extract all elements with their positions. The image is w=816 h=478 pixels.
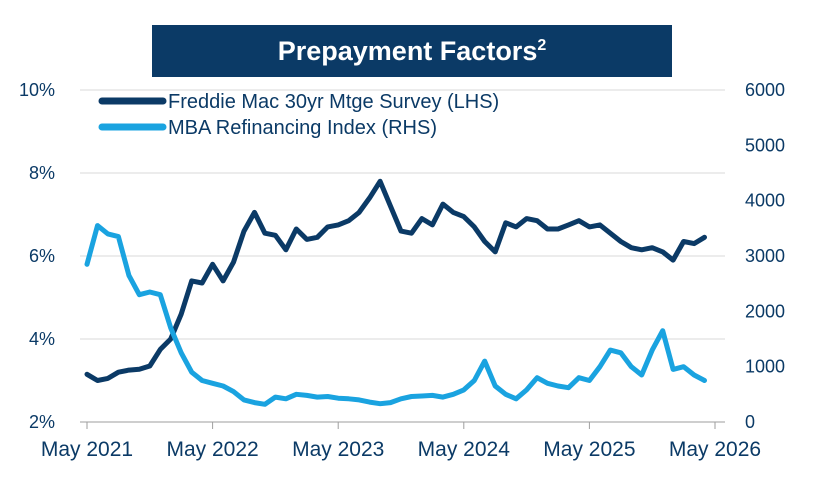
right-axis-tick-label: 3000 — [745, 246, 785, 266]
right-axis-tick-labels: 0 1000 2000 3000 4000 5000 6000 — [745, 80, 785, 432]
series-lines — [84, 178, 707, 407]
left-axis-tick-labels: 2% 4% 6% 8% 10% — [19, 80, 55, 432]
legend: Freddie Mac 30yr Mtge Survey (LHS) MBA Re… — [98, 91, 499, 139]
right-axis-tick-label: 5000 — [745, 135, 785, 155]
series-line-mba-refinancing — [84, 223, 707, 407]
series-line-freddie-mac — [84, 178, 707, 383]
chart-title-footnote-marker: 2 — [537, 36, 547, 54]
x-axis-tick-label: May 2021 — [41, 438, 133, 461]
x-axis-tick-label: May 2024 — [418, 438, 511, 461]
left-axis-tick-label: 4% — [29, 329, 55, 349]
left-axis-tick-label: 6% — [29, 246, 55, 266]
x-axis-tick-label: May 2022 — [166, 438, 258, 461]
x-axis-tick-label: May 2026 — [669, 438, 761, 461]
left-axis-tick-label: 10% — [19, 80, 55, 100]
chart-title: Prepayment Factors2 — [277, 35, 547, 66]
grid-lines — [80, 89, 725, 423]
legend-label: MBA Refinancing Index (RHS) — [168, 117, 437, 139]
x-axis-tick-label: May 2023 — [292, 438, 384, 461]
legend-label: Freddie Mac 30yr Mtge Survey (LHS) — [168, 91, 499, 113]
x-axis: May 2021 May 2022 May 2023 May 2024 May 2025… — [41, 421, 761, 461]
right-axis-tick-label: 2000 — [745, 301, 785, 321]
right-axis-tick-label: 4000 — [745, 191, 785, 211]
left-axis-tick-label: 2% — [29, 412, 55, 432]
chart-title-banner: Prepayment Factors2 — [152, 25, 672, 77]
left-axis-tick-label: 8% — [29, 163, 55, 183]
right-axis-tick-label: 6000 — [745, 80, 785, 100]
right-axis-tick-label: 0 — [745, 412, 755, 432]
x-axis-tick-label: May 2025 — [543, 438, 635, 461]
right-axis-tick-label: 1000 — [745, 357, 785, 377]
